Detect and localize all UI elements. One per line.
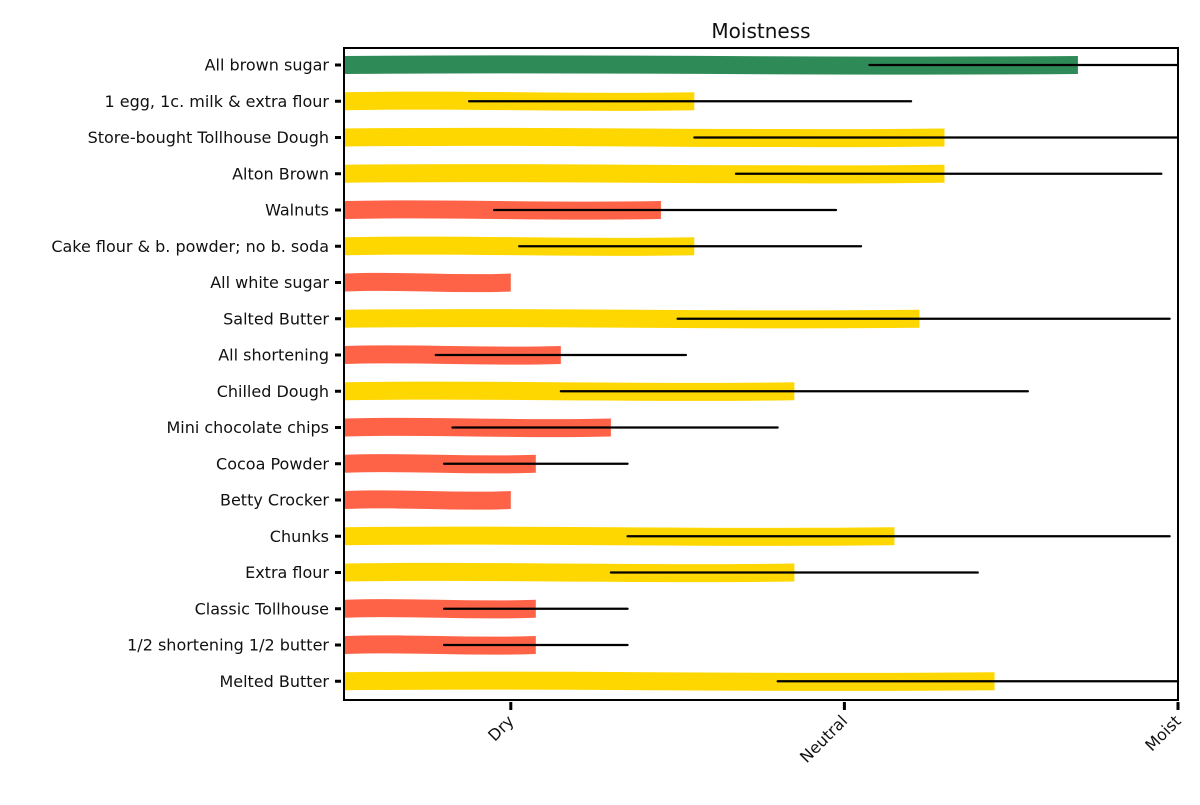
category-label: Classic Tollhouse [195,599,329,618]
category-label: 1/2 shortening 1/2 butter [127,636,329,655]
bar [345,272,511,293]
category-label: Betty Crocker [220,491,329,510]
category-label: Chunks [270,527,329,546]
bars-layer [345,55,1078,691]
bar [345,490,511,510]
category-label: Walnuts [265,201,329,220]
bar [345,635,536,655]
category-label: Melted Butter [219,672,329,691]
category-label: All shortening [218,346,329,365]
bar [345,309,920,329]
chart-title: Moistness [711,19,810,43]
bar [345,562,795,583]
value-tick-label: Neutral [796,711,851,766]
bar [345,164,945,184]
category-label: Alton Brown [232,164,329,183]
category-label: 1 egg, 1c. milk & extra flour [105,92,330,111]
bar [345,526,895,546]
category-label: Cocoa Powder [216,454,329,473]
category-label: Store-bought Tollhouse Dough [88,128,329,147]
category-label: All brown sugar [205,56,330,75]
value-axis: Dry Neutral Moist [484,702,1185,767]
bar [345,599,536,619]
category-label: Salted Butter [223,309,329,328]
category-axis: All brown sugar 1 egg, 1c. milk & extra f… [51,56,341,691]
category-label: Extra flour [245,563,329,582]
category-label: Mini chocolate chips [166,418,329,437]
bar [345,127,945,148]
category-label: Cake flour & b. powder; no b. soda [51,237,329,256]
category-label: All white sugar [210,273,329,292]
error-bars-layer [434,63,1180,683]
bar [345,454,536,474]
value-tick-label: Moist [1141,711,1185,755]
category-label: Chilled Dough [217,382,329,401]
value-tick-label: Dry [484,711,517,744]
bar [345,55,1078,75]
bar [345,671,995,691]
plot-frame [343,47,1179,701]
